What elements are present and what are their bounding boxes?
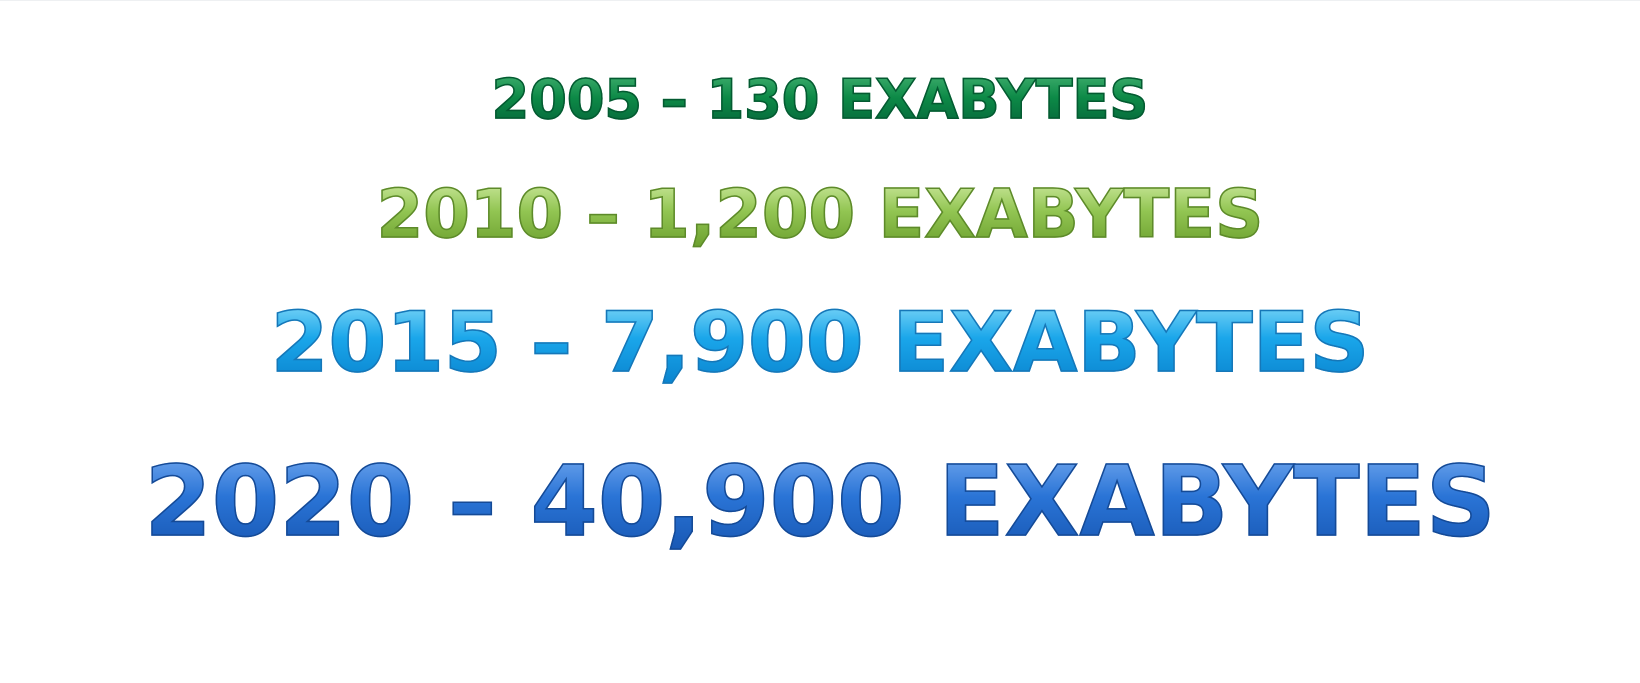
line-2005-reflection-text: 2005 – 130 EXABYTES xyxy=(492,123,1149,153)
line-2005: 2005 – 130 EXABYTES xyxy=(0,68,1640,131)
line-2015-reflection-text: 2015 – 7,900 EXABYTES xyxy=(271,381,1370,423)
line-2015: 2015 – 7,900 EXABYTES xyxy=(0,294,1640,391)
line-2020-text: 2020 – 40,900 EXABYTES xyxy=(144,445,1497,558)
line-2020-reflection: 2020 – 40,900 EXABYTES xyxy=(0,546,1640,594)
line-2010-text: 2010 – 1,200 EXABYTES xyxy=(376,175,1264,253)
line-2005-reflection: 2005 – 130 EXABYTES xyxy=(0,123,1640,153)
line-2020: 2020 – 40,900 EXABYTES xyxy=(0,445,1640,558)
line-2010-reflection: 2010 – 1,200 EXABYTES xyxy=(0,245,1640,281)
line-2005-text: 2005 – 130 EXABYTES xyxy=(491,68,1149,131)
line-2020-reflection-text: 2020 – 40,900 EXABYTES xyxy=(144,546,1495,594)
line-2010: 2010 – 1,200 EXABYTES xyxy=(0,175,1640,253)
line-2015-reflection: 2015 – 7,900 EXABYTES xyxy=(0,381,1640,423)
line-2010-reflection-text: 2010 – 1,200 EXABYTES xyxy=(377,245,1264,281)
line-2015-text: 2015 – 7,900 EXABYTES xyxy=(270,294,1370,391)
